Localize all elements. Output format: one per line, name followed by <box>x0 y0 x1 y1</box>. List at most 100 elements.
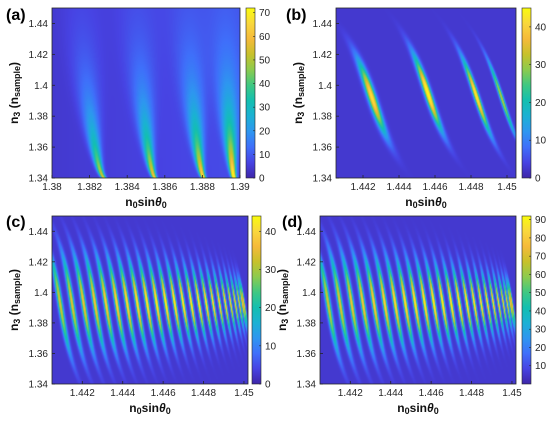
x-tick-label: 1.444 <box>378 388 403 399</box>
colorbar-tick-label: 50 <box>535 288 547 299</box>
y-tick-label: 1.44 <box>29 227 49 238</box>
colorbar-tick-label: 80 <box>535 233 547 244</box>
colorbar-tick-label: 10 <box>265 341 277 352</box>
colorbar-tick-label: 60 <box>535 270 547 281</box>
colorbar-tick-label: 60 <box>259 32 271 43</box>
colorbar <box>521 215 532 385</box>
y-tick-label: 1.42 <box>29 50 49 61</box>
y-tick-label: 1.38 <box>29 318 49 329</box>
heatmap-image <box>320 216 516 384</box>
panel-label: (a) <box>6 7 26 24</box>
colorbar-tick-label: 0 <box>535 174 541 185</box>
colorbar-tick-label: 40 <box>259 79 271 90</box>
panel-d: 1.442 1.444 1.446 1.448 1.45 1.34 1.36 1.38 1.4 1… <box>275 214 547 416</box>
y-tick-label: 1.38 <box>29 112 49 123</box>
panel-label: (d) <box>282 214 302 231</box>
axes-frame <box>335 7 517 179</box>
y-tick-label: 1.4 <box>34 81 48 92</box>
colorbar-tick-label: 70 <box>259 8 271 19</box>
colorbar-tick-label: 10 <box>535 136 547 147</box>
colorbar-tick-label: 30 <box>535 325 547 336</box>
y-axis-label: n3 (nsample) <box>291 62 306 124</box>
x-tick-label: 1.446 <box>151 388 176 399</box>
x-tick-label: 1.38 <box>42 182 62 193</box>
x-tick-label: 1.444 <box>110 388 135 399</box>
y-tick-label: 1.36 <box>29 143 49 154</box>
heatmap-image <box>52 216 248 384</box>
colorbar-tick-label: 70 <box>535 252 547 263</box>
y-tick-label: 1.42 <box>297 257 317 268</box>
y-tick-label: 1.36 <box>313 143 333 154</box>
y-tick-label: 1.4 <box>318 81 332 92</box>
colorbar-tick-label: 20 <box>535 98 547 109</box>
x-tick-label: 1.382 <box>77 182 102 193</box>
x-tick-label: 1.448 <box>458 182 483 193</box>
y-tick-label: 1.44 <box>313 19 333 30</box>
heatmap-image <box>52 8 240 178</box>
x-tick-label: 1.446 <box>419 388 444 399</box>
y-axis-label: n3 (nsample) <box>7 269 22 331</box>
axes-frame <box>51 215 249 385</box>
y-tick-label: 1.38 <box>313 112 333 123</box>
x-tick-label: 1.45 <box>497 182 517 193</box>
colorbar-tick-label: 40 <box>535 22 547 33</box>
y-tick-label: 1.4 <box>34 288 48 299</box>
y-tick-label: 1.42 <box>313 50 333 61</box>
colorbar-tick-label: 10 <box>259 150 271 161</box>
colorbar-tick-label: 0 <box>259 174 265 185</box>
colorbar <box>521 7 532 179</box>
axes-frame <box>319 215 517 385</box>
axes-frame <box>51 7 241 179</box>
x-tick-label: 1.448 <box>191 388 216 399</box>
x-tick-label: 1.384 <box>115 182 140 193</box>
colorbar-tick-label: 40 <box>265 227 277 238</box>
panel-label: (c) <box>6 214 26 231</box>
y-tick-label: 1.36 <box>29 349 49 360</box>
y-tick-label: 1.34 <box>313 174 333 185</box>
colorbar-tick-label: 0 <box>265 380 271 391</box>
colorbar-tick-label: 30 <box>259 103 271 114</box>
colorbar-tick-label: 10 <box>535 361 547 372</box>
y-tick-label: 1.38 <box>297 318 317 329</box>
x-tick-label: 1.442 <box>338 388 363 399</box>
y-tick-label: 1.42 <box>29 257 49 268</box>
colorbar-tick-label: 20 <box>259 126 271 137</box>
panel-a: 1.38 1.382 1.384 1.386 1.388 1.39 1.34 1.36 1.38… <box>6 7 271 210</box>
colorbar <box>245 7 256 179</box>
x-axis-label: n0sinθ0 <box>125 195 166 210</box>
x-tick-label: 1.386 <box>152 182 177 193</box>
y-tick-label: 1.34 <box>29 380 49 391</box>
panel-b: 1.442 1.444 1.446 1.448 1.45 1.34 1.36 1.38 1.4 1… <box>286 7 547 210</box>
heatmap-image <box>336 8 516 178</box>
colorbar-tick-label: 20 <box>535 343 547 354</box>
x-tick-label: 1.388 <box>190 182 215 193</box>
x-tick-label: 1.444 <box>386 182 411 193</box>
y-tick-label: 1.4 <box>302 288 316 299</box>
colorbar <box>251 215 262 385</box>
panel-label: (b) <box>286 7 306 24</box>
y-tick-label: 1.34 <box>29 174 49 185</box>
y-tick-label: 1.44 <box>297 227 317 238</box>
colorbar-tick-label: 20 <box>265 303 277 314</box>
colorbar-tick-label: 30 <box>265 265 277 276</box>
x-tick-label: 1.442 <box>70 388 95 399</box>
y-axis-label: n3 (nsample) <box>275 269 290 331</box>
x-tick-label: 1.448 <box>459 388 484 399</box>
x-axis-label: n0sinθ0 <box>397 401 438 416</box>
y-tick-label: 1.36 <box>297 349 317 360</box>
x-tick-label: 1.45 <box>502 388 522 399</box>
x-axis-label: n0sinθ0 <box>129 401 170 416</box>
panel-c: 1.442 1.444 1.446 1.448 1.45 1.34 1.36 1.38 1.4 1… <box>6 214 277 416</box>
colorbar-tick-label: 90 <box>535 215 547 226</box>
x-tick-label: 1.442 <box>350 182 375 193</box>
colorbar-tick-label: 50 <box>259 55 271 66</box>
x-tick-label: 1.45 <box>234 388 254 399</box>
y-axis-label: n3 (nsample) <box>7 62 22 124</box>
colorbar-tick-label: 40 <box>535 306 547 317</box>
colorbar-tick-label: 30 <box>535 60 547 71</box>
y-tick-label: 1.44 <box>29 19 49 30</box>
x-tick-label: 1.39 <box>230 182 250 193</box>
y-tick-label: 1.34 <box>297 380 317 391</box>
